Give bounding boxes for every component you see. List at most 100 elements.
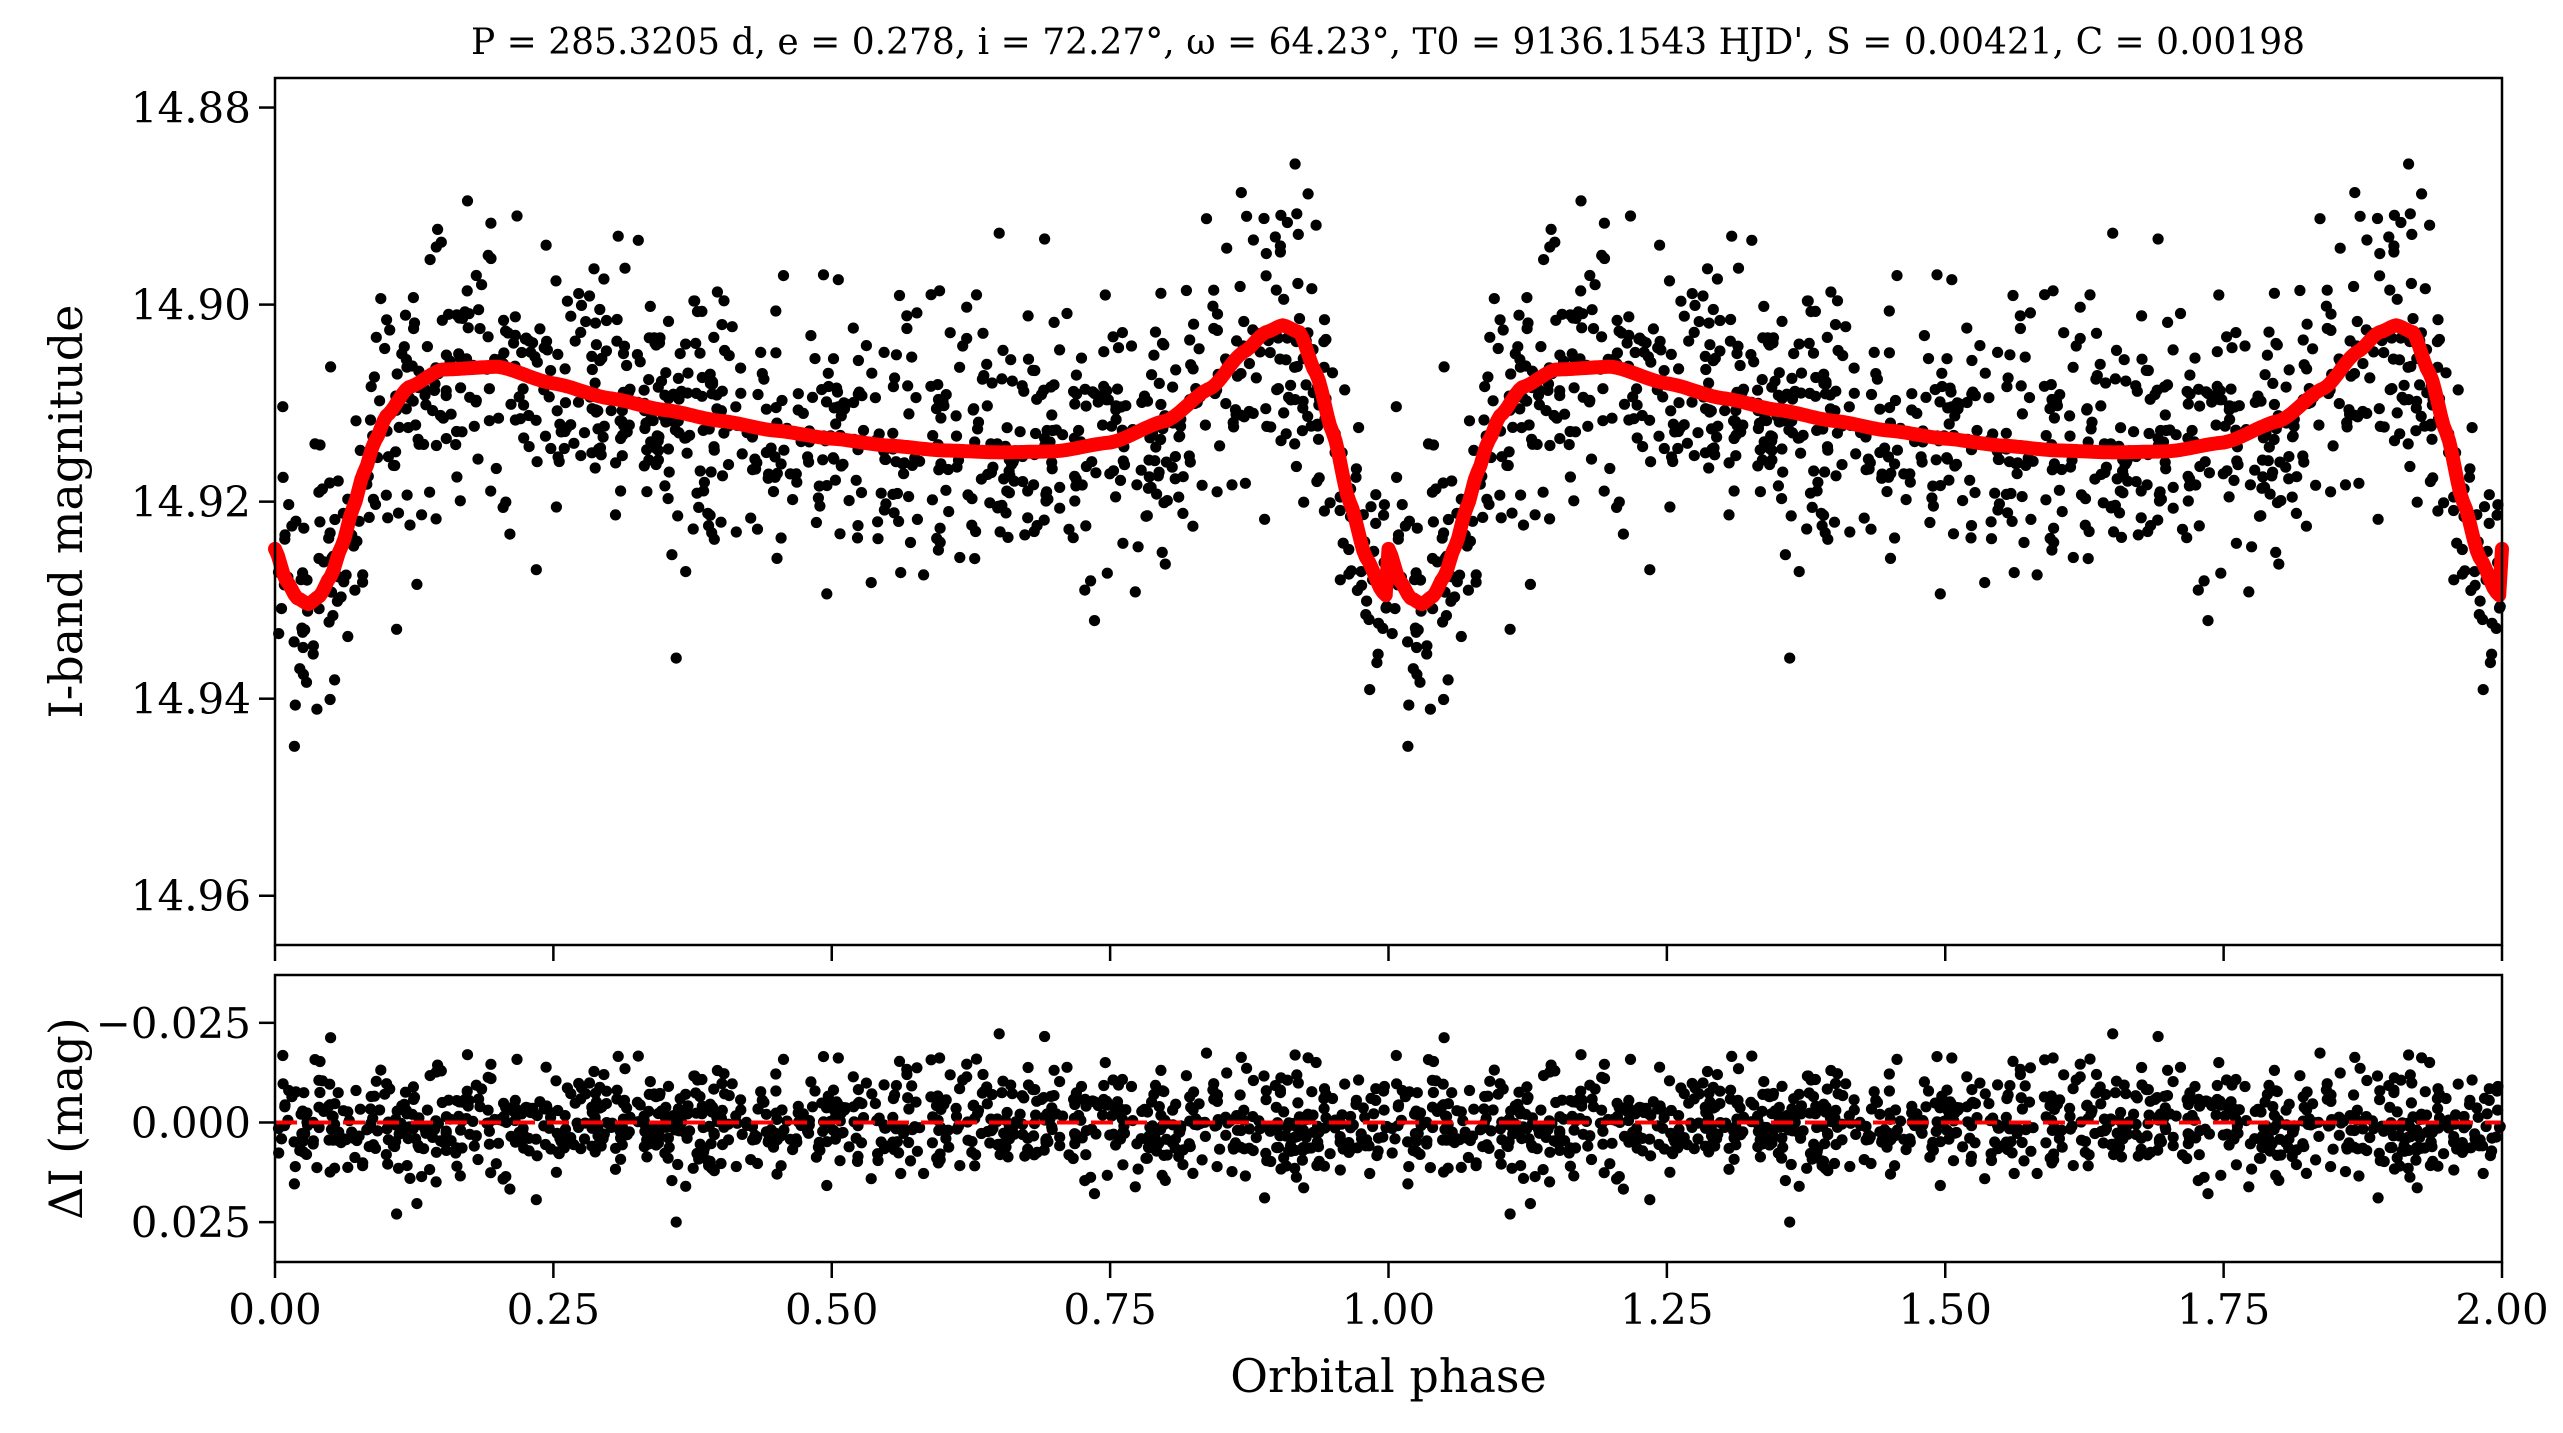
light-curve-point	[1293, 313, 1306, 325]
light-curve-point	[1693, 316, 1705, 328]
light-curve-point	[1361, 595, 1373, 607]
residual-point	[1883, 1135, 1895, 1147]
residual-point	[2136, 1061, 2148, 1074]
light-curve-point	[2109, 499, 2121, 511]
residual-point	[853, 1096, 865, 1108]
light-curve-point	[1891, 444, 1903, 456]
residual-point	[1364, 1167, 1376, 1180]
residual-point	[1155, 1064, 1167, 1076]
light-curve-point	[1816, 520, 1828, 532]
residual-point	[2334, 1067, 2346, 1079]
light-curve-point	[632, 234, 644, 246]
light-curve-point	[887, 427, 899, 439]
residual-point	[809, 1085, 821, 1097]
residual-point	[2403, 1144, 2415, 1156]
residual-point	[1848, 1104, 1860, 1116]
residual-point	[2114, 1132, 2126, 1144]
light-curve-point	[1177, 507, 1189, 519]
residual-point	[1281, 1074, 1293, 1086]
light-curve-point	[1513, 309, 1525, 321]
residual-point	[2283, 1133, 2295, 1145]
light-curve-point	[1779, 549, 1791, 561]
light-curve-point	[1647, 323, 1659, 335]
light-curve-point	[1584, 269, 1596, 282]
light-curve-point	[1088, 615, 1101, 627]
light-curve-point	[575, 299, 588, 311]
residual-point	[680, 1180, 692, 1192]
light-curve-point	[2048, 536, 2060, 549]
residual-point	[1073, 1109, 1085, 1122]
residual-point	[1274, 1087, 1286, 1099]
residual-point	[1101, 1169, 1113, 1181]
light-curve-point	[2229, 401, 2241, 413]
light-curve-point	[1784, 652, 1796, 664]
residual-point	[498, 1110, 510, 1123]
light-curve-point	[791, 476, 803, 488]
light-curve-point	[1918, 330, 1930, 342]
light-curve-point	[1187, 363, 1199, 375]
light-curve-point	[2015, 380, 2027, 392]
residual-point	[485, 1167, 497, 1179]
residual-point	[2448, 1136, 2460, 1148]
residual-point	[2414, 1131, 2426, 1144]
residual-point	[909, 1121, 921, 1133]
residual-point	[1289, 1144, 1301, 1156]
light-curve-point	[2221, 331, 2233, 343]
light-curve-point	[552, 348, 564, 360]
light-curve-point	[531, 456, 543, 468]
residual-point	[1177, 1159, 1189, 1171]
residual-point	[1247, 1074, 1259, 1087]
light-curve-point	[2064, 461, 2077, 473]
residual-point	[1964, 1132, 1976, 1144]
light-curve-point	[857, 424, 870, 437]
light-curve-point	[705, 466, 717, 478]
residual-point	[1983, 1098, 1995, 1110]
light-curve-point	[1673, 397, 1685, 409]
light-curve-point	[298, 522, 310, 534]
light-curve-point	[1730, 450, 1742, 462]
residual-point	[430, 1146, 442, 1158]
light-curve-point	[1175, 420, 1187, 432]
residual-point	[679, 1126, 691, 1139]
light-curve-point	[691, 306, 704, 318]
light-curve-point	[2115, 422, 2127, 434]
residual-point	[2402, 1162, 2414, 1174]
light-curve-point	[1745, 349, 1757, 361]
residual-point	[1865, 1157, 1877, 1170]
residual-point	[2212, 1096, 2225, 1108]
residual-point	[1884, 1168, 1897, 1180]
light-curve-point	[1438, 693, 1450, 706]
residual-point	[518, 1142, 530, 1154]
residual-point	[1022, 1061, 1034, 1074]
residual-point	[428, 1124, 441, 1136]
residual-point	[2403, 1049, 2415, 1061]
light-curve-point	[1941, 353, 1953, 365]
light-curve-point	[611, 335, 623, 347]
light-curve-point	[1776, 443, 1788, 455]
light-curve-point	[1280, 428, 1292, 440]
light-curve-point	[1582, 420, 1594, 432]
light-curve-point	[2257, 471, 2269, 483]
light-curve-point	[934, 522, 946, 534]
light-curve-point	[621, 359, 633, 372]
light-curve-point	[1061, 307, 1073, 320]
residual-point	[1088, 1188, 1101, 1200]
light-curve-point	[1703, 317, 1715, 329]
light-curve-point	[1765, 430, 1777, 442]
residual-point	[1723, 1163, 1735, 1175]
light-curve-point	[828, 402, 840, 414]
residual-point	[1792, 1126, 1804, 1139]
light-curve-point	[1860, 464, 1872, 476]
light-curve-point	[1623, 311, 1635, 323]
light-curve-point	[2019, 351, 2031, 363]
residual-point	[1117, 1159, 1129, 1171]
residual-point	[1644, 1194, 1656, 1206]
light-curve-point	[2186, 424, 2198, 437]
light-curve-point	[1054, 502, 1066, 514]
light-curve-point	[2056, 506, 2068, 518]
light-curve-point	[332, 475, 344, 487]
residual-point	[296, 1128, 308, 1140]
residual-point	[1280, 1160, 1292, 1172]
residual-point	[1356, 1133, 1368, 1145]
